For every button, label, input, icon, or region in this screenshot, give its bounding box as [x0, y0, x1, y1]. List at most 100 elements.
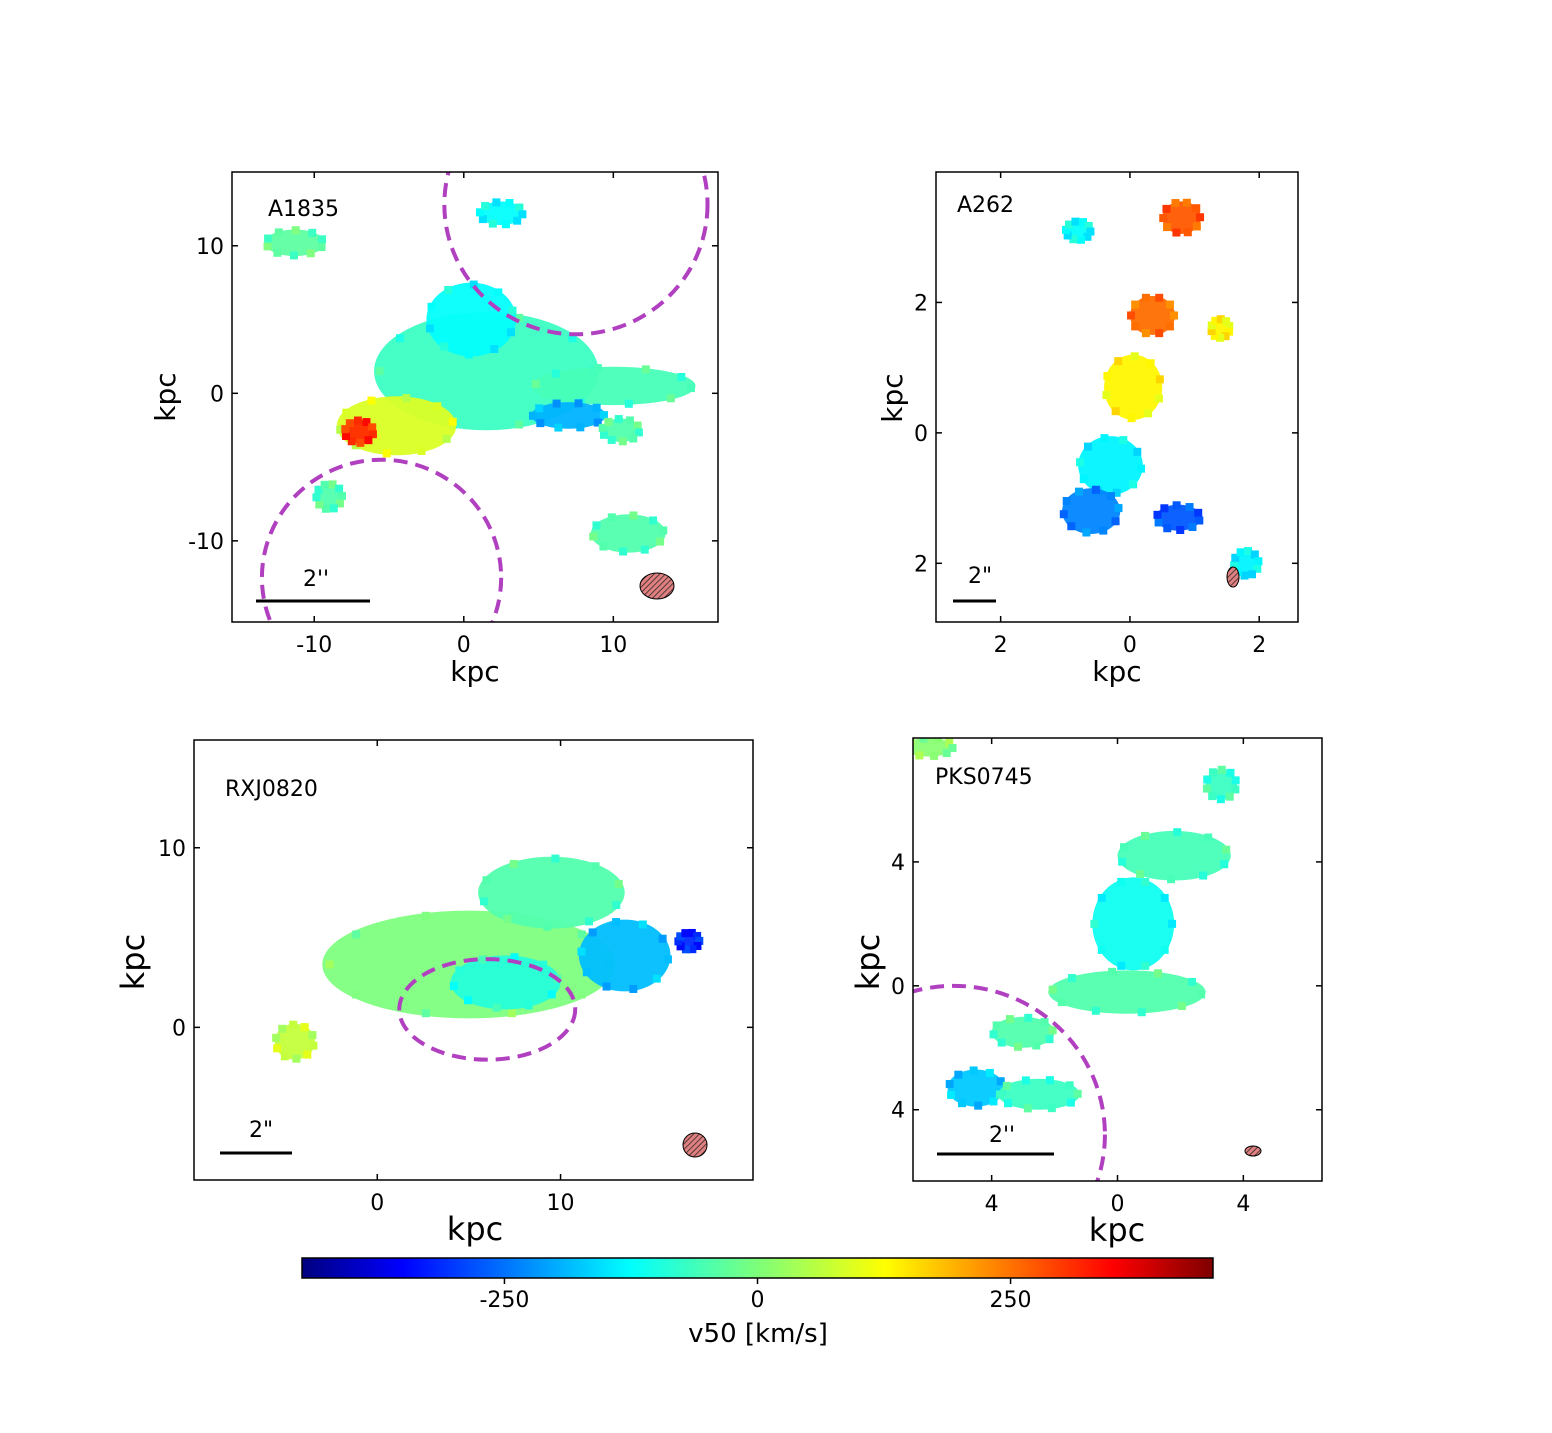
emission-pixel — [1111, 517, 1120, 526]
emission-pixel — [1048, 985, 1057, 994]
panel-a1835: -10 0 10 10 0 -10 A1835 2'' kpc kpc — [149, 171, 719, 688]
emission-region — [450, 955, 561, 1010]
emission-pixel — [687, 928, 696, 937]
emission-pixel — [368, 430, 377, 439]
y-axis-label: kpc — [149, 372, 182, 421]
emission-pixel — [515, 313, 524, 322]
emission-pixel — [1154, 518, 1163, 527]
emission-pixel — [364, 436, 373, 445]
emission-pixel — [614, 415, 623, 424]
emission-pixel — [989, 1097, 998, 1106]
emission-pixel — [1079, 475, 1088, 484]
emission-pixel — [582, 968, 591, 977]
emission-pixel — [1210, 331, 1219, 340]
emission-pixel — [1141, 877, 1150, 886]
emission-pixel — [1220, 860, 1229, 869]
emission-pixel — [535, 404, 544, 413]
panel-label: PKS0745 — [935, 765, 1033, 790]
dashed-circle — [259, 457, 504, 622]
emission-pixel — [619, 547, 628, 556]
y-tick-label: 2 — [914, 552, 928, 577]
emission-pixel — [677, 372, 686, 381]
emission-pixel — [1155, 293, 1164, 302]
emission-region — [590, 514, 666, 553]
emission-pixel — [1074, 487, 1083, 496]
y-tick-label: 0 — [210, 382, 224, 407]
emission-pixel — [492, 198, 501, 207]
emission-pixel — [321, 504, 330, 513]
emission-pixel — [625, 416, 634, 425]
emission-pixel — [997, 1038, 1006, 1047]
emission-pixel — [1163, 524, 1172, 533]
y-tick-label: 0 — [891, 975, 905, 1000]
emission-region — [478, 201, 524, 226]
emission-pixel — [507, 1009, 516, 1018]
panel-a262: 2 0 2 2 0 2 A262 2" kpc kpc — [876, 171, 1299, 688]
emission-pixel — [329, 504, 338, 513]
emission-pixel — [551, 854, 560, 863]
emission-pixel — [629, 434, 638, 443]
emission-pixel — [1082, 528, 1091, 537]
emission-pixel — [312, 493, 321, 502]
colorbar-gradient — [301, 1257, 1214, 1279]
emission-pixel — [1076, 458, 1085, 467]
emission-pixel — [1141, 831, 1150, 840]
emission-pixel — [289, 251, 298, 260]
emission-pixel — [577, 947, 586, 956]
emission-pixel — [1208, 792, 1217, 801]
emission-pixel — [1100, 434, 1109, 443]
emission-pixel — [280, 1052, 289, 1061]
emission-pixel — [291, 226, 300, 235]
emission-pixel — [273, 248, 282, 257]
emission-pixel — [945, 738, 954, 747]
emission-pixel — [577, 990, 586, 999]
x-tick-label: 4 — [1236, 1192, 1250, 1217]
emission-pixel — [913, 738, 915, 746]
emission-pixel — [686, 384, 695, 393]
emission-pixel — [396, 334, 405, 343]
emission-pixel — [954, 1070, 963, 1079]
beam-ellipse — [1226, 566, 1240, 588]
emission-pixel — [1076, 235, 1085, 244]
emission-pixel — [300, 1023, 309, 1032]
emission-pixel — [1165, 322, 1174, 331]
emission-pixel — [599, 411, 608, 420]
emission-pixel — [1083, 232, 1092, 241]
emission-pixel — [1136, 869, 1145, 878]
emission-pixel — [659, 526, 668, 535]
beam-ellipse — [682, 1132, 708, 1158]
emission-pixel — [1153, 510, 1162, 519]
emission-pixel — [1216, 315, 1225, 324]
emission-pixel — [1222, 317, 1231, 326]
emission-pixel — [592, 521, 601, 530]
velocity-map-pks0745 — [913, 738, 1240, 1113]
emission-pixel — [1173, 828, 1182, 837]
emission-pixel — [629, 984, 638, 993]
emission-pixel — [1084, 221, 1093, 230]
emission-pixel — [640, 545, 649, 554]
emission-pixel — [996, 1077, 1005, 1086]
emission-pixel — [1207, 321, 1216, 330]
emission-pixel — [303, 1050, 312, 1059]
emission-pixel — [505, 198, 514, 207]
emission-pixel — [688, 945, 697, 954]
emission-pixel — [948, 744, 957, 753]
emission-pixel — [1154, 969, 1163, 978]
emission-region — [1092, 877, 1175, 971]
emission-pixel — [658, 934, 667, 943]
emission-pixel — [1226, 768, 1235, 777]
emission-pixel — [1254, 557, 1263, 566]
emission-pixel — [1131, 300, 1140, 309]
emission-pixel — [1171, 199, 1180, 208]
emission-pixel — [1244, 547, 1253, 556]
emission-pixel — [1071, 217, 1080, 226]
emission-pixel — [1177, 1001, 1186, 1010]
emission-pixel — [345, 419, 354, 428]
emission-pixel — [308, 1031, 317, 1040]
emission-pixel — [996, 1090, 1005, 1099]
emission-pixel — [1112, 488, 1121, 497]
emission-pixel — [969, 1066, 978, 1075]
emission-pixel — [1047, 1104, 1056, 1113]
emission-region — [997, 1078, 1080, 1110]
emission-pixel — [531, 379, 540, 388]
